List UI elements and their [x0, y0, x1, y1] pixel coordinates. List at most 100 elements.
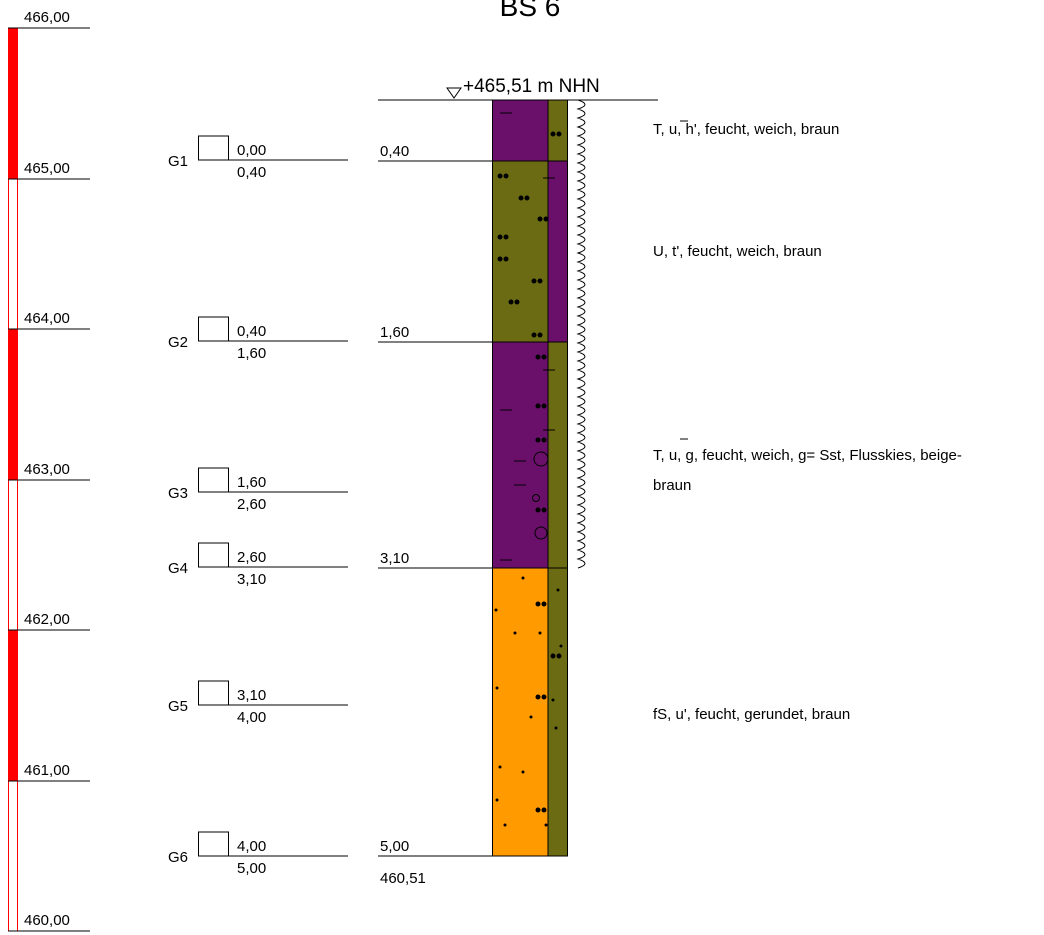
layer-description: T, u, g, feucht, weich, g= Sst, Flusskie… — [653, 447, 962, 464]
symbol — [514, 299, 520, 305]
title: BS 6 — [500, 0, 561, 22]
symbol — [503, 234, 509, 240]
symbol — [503, 173, 509, 179]
scale-label: 463,00 — [24, 461, 70, 478]
symbol — [541, 807, 547, 813]
symbol — [508, 299, 514, 305]
symbol — [537, 332, 543, 338]
symbol — [503, 256, 509, 262]
scale-segment — [8, 27, 18, 180]
layer-depth: 1,60 — [380, 324, 409, 341]
symbol — [532, 494, 540, 502]
symbol — [537, 278, 543, 284]
sample-top: 0,00 — [237, 142, 266, 159]
sample-box — [198, 680, 229, 706]
sample-id: G4 — [168, 560, 188, 577]
sample-id: G6 — [168, 849, 188, 866]
layer-fill — [492, 342, 548, 568]
layer-depth: 5,00 — [380, 838, 409, 855]
layer-fill — [492, 100, 548, 161]
symbol — [521, 576, 525, 580]
bottom-level: 460,51 — [380, 870, 426, 887]
symbol — [535, 437, 541, 443]
symbol — [556, 653, 562, 659]
layer-strip — [548, 100, 568, 161]
layer-fill — [492, 568, 548, 856]
layer-depth: 0,40 — [380, 143, 409, 160]
symbol — [535, 601, 541, 607]
symbol — [556, 131, 562, 137]
layer-description: T, u, h', feucht, weich, braun — [653, 121, 839, 138]
symbol — [535, 403, 541, 409]
sample-box — [198, 831, 229, 857]
layer-strip — [548, 342, 568, 568]
symbol — [524, 195, 530, 201]
scale-segment — [8, 780, 18, 932]
symbol — [497, 234, 503, 240]
symbol — [521, 770, 525, 774]
scale-label: 461,00 — [24, 762, 70, 779]
sample-box — [198, 316, 229, 342]
symbol — [533, 451, 549, 467]
symbol — [497, 256, 503, 262]
layer-depth: 3,10 — [380, 550, 409, 567]
sample-bottom: 1,60 — [237, 345, 266, 362]
scale-segment — [8, 479, 18, 631]
symbol — [535, 807, 541, 813]
column-outline — [492, 99, 568, 857]
ground-level: +465,51 m NHN — [463, 76, 600, 97]
symbol — [497, 173, 503, 179]
sample-top: 2,60 — [237, 549, 266, 566]
symbol — [541, 437, 547, 443]
layer-description: fS, u', feucht, gerundet, braun — [653, 706, 850, 723]
symbol — [495, 686, 499, 690]
layer-description: U, t', feucht, weich, braun — [653, 243, 822, 260]
layer-strip — [548, 161, 568, 342]
symbol — [495, 798, 499, 802]
symbol — [513, 631, 517, 635]
sample-bottom: 5,00 — [237, 860, 266, 877]
scale-label: 464,00 — [24, 310, 70, 327]
symbol — [551, 698, 555, 702]
sample-bottom: 0,40 — [237, 164, 266, 181]
layer-strip — [548, 568, 568, 856]
symbol — [556, 588, 560, 592]
sample-bottom: 3,10 — [237, 571, 266, 588]
sample-bottom: 4,00 — [237, 709, 266, 726]
symbol — [541, 694, 547, 700]
symbol — [518, 195, 524, 201]
sample-box — [198, 135, 229, 161]
symbol — [541, 507, 547, 513]
symbol — [535, 694, 541, 700]
symbol — [554, 726, 558, 730]
sample-box — [198, 542, 229, 568]
symbol — [531, 278, 537, 284]
sample-id: G1 — [168, 153, 188, 170]
symbol — [529, 715, 533, 719]
scale-label: 465,00 — [24, 160, 70, 177]
sample-id: G5 — [168, 698, 188, 715]
sample-bottom: 2,60 — [237, 496, 266, 513]
sample-top: 0,40 — [237, 323, 266, 340]
symbol — [503, 823, 507, 827]
scale-label: 466,00 — [24, 9, 70, 26]
symbol — [550, 653, 556, 659]
scale-label: 460,00 — [24, 912, 70, 929]
sample-id: G2 — [168, 334, 188, 351]
scale-segment — [8, 178, 18, 330]
symbol — [544, 823, 548, 827]
symbol — [537, 216, 543, 222]
symbol — [534, 526, 548, 540]
symbol — [541, 601, 547, 607]
sample-top: 1,60 — [237, 474, 266, 491]
sample-top: 4,00 — [237, 838, 266, 855]
sample-box — [198, 467, 229, 493]
scale-label: 462,00 — [24, 611, 70, 628]
symbol — [535, 507, 541, 513]
scale-segment — [8, 328, 18, 481]
symbol — [531, 332, 537, 338]
layer-fill — [492, 161, 548, 342]
scale-segment — [8, 629, 18, 782]
symbol — [541, 403, 547, 409]
sample-id: G3 — [168, 485, 188, 502]
